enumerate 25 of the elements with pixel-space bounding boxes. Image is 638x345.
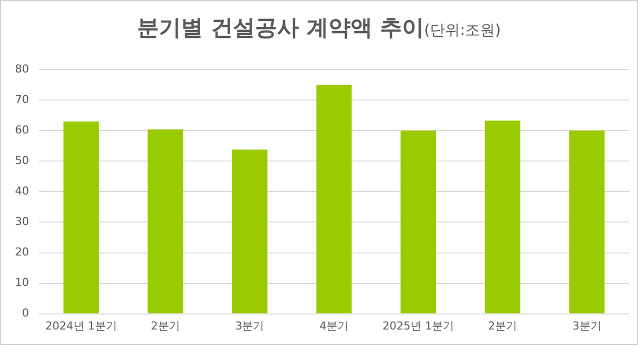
x-tick-label: 3분기 [235,319,264,332]
bar [148,129,184,314]
x-tick-label: 2분기 [150,319,180,332]
bar [484,120,520,314]
y-tick-label: 40 [14,184,29,198]
y-tick-label: 80 [14,62,29,76]
x-tick-label: 2025년 1분기 [382,319,454,332]
chart-subtitle: (단위:조원) [424,21,501,39]
y-tick-label: 50 [14,154,29,168]
x-tick-label: 4분기 [320,319,348,332]
bar [569,130,605,314]
y-tick-label: 10 [14,276,29,290]
y-tick-label: 20 [14,246,29,259]
chart-title: 분기별 건설공사 계약액 추이 [137,16,424,41]
bar [400,130,436,314]
y-tick-label: 60 [14,124,29,137]
x-tick-label: 3분기 [572,319,602,332]
y-tick-label: 0 [22,306,29,320]
x-tick-label: 2분기 [488,319,518,332]
bar [63,121,99,314]
bar [316,84,352,314]
y-tick-label: 70 [14,92,29,106]
y-tick-label: 30 [14,215,29,228]
bar [232,150,268,314]
x-tick-label: 2024년 1분기 [45,319,117,332]
